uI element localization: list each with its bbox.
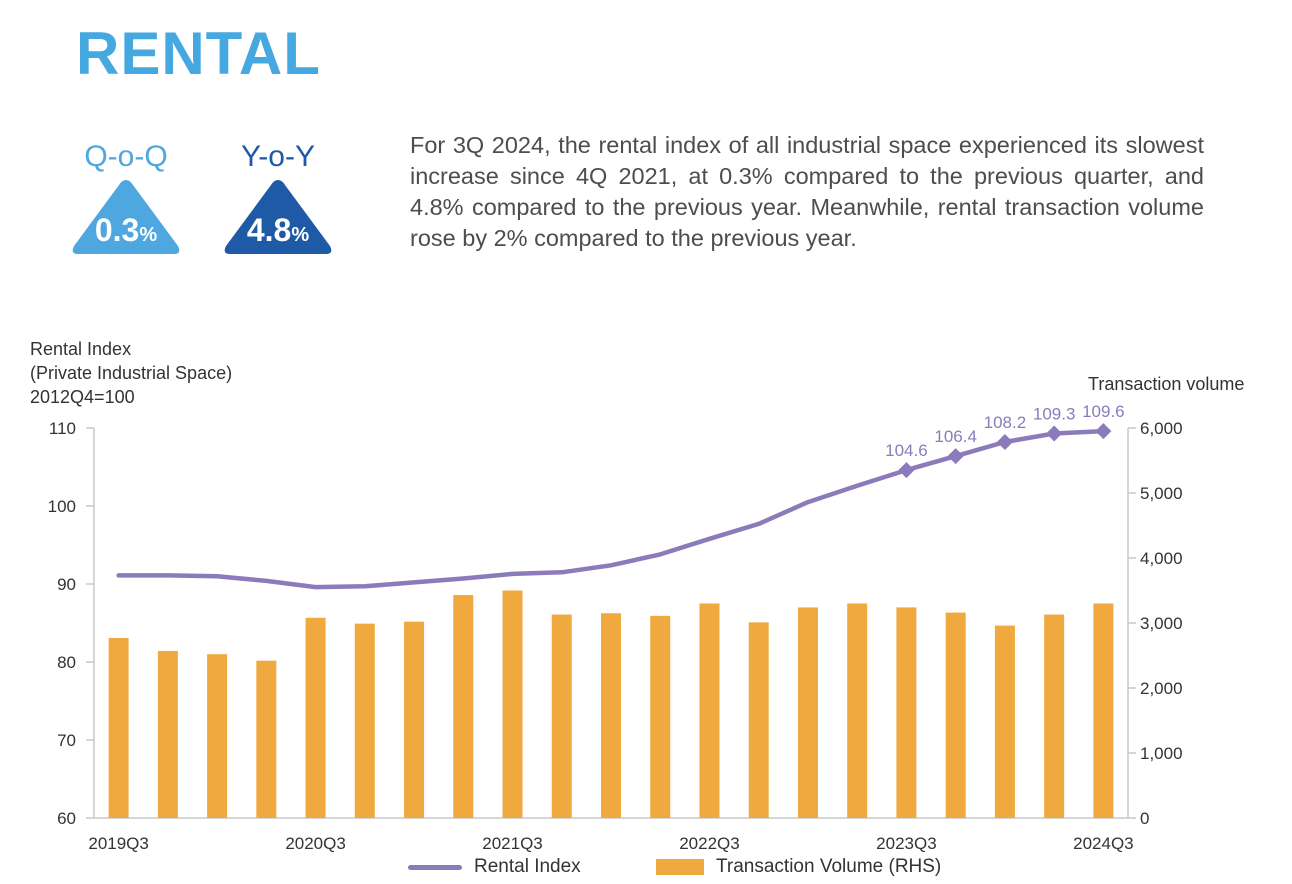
kpi-qoq-triangle: 0.3% [70, 176, 182, 256]
kpi-yoy: Y-o-Y 4.8% [218, 142, 338, 256]
x-tick-label: 2020Q3 [285, 834, 346, 853]
right-tick-label: 4,000 [1140, 549, 1183, 568]
kpi-qoq-unit: % [139, 224, 158, 246]
up-triangle-icon [224, 180, 332, 254]
right-axis-title: Transaction volume [1088, 374, 1245, 394]
bar-transaction-volume [847, 603, 868, 818]
right-tick-label: 5,000 [1140, 484, 1183, 503]
left-axis-title-line-2: (Private Industrial Space) [30, 363, 233, 383]
rental-chart: 60 70 80 90 100 110 0 1,000 2,000 3,000 4,000 5,000… [48, 402, 1183, 853]
bar-transaction-volume [650, 615, 671, 818]
right-tick-label: 2,000 [1140, 679, 1183, 698]
left-tick-label: 60 [57, 809, 76, 828]
kpi-yoy-value: 4.8 [246, 212, 292, 248]
left-tick-label: 70 [57, 731, 76, 750]
rental-index-marker [898, 462, 915, 479]
left-tick-label: 80 [57, 653, 76, 672]
page-title: RENTAL [76, 20, 321, 87]
right-tick-label: 0 [1140, 809, 1149, 828]
bar-transaction-volume [502, 590, 523, 818]
x-tick-label: 2021Q3 [482, 834, 543, 853]
bar-transaction-volume [354, 623, 375, 818]
bar-transaction-volume [945, 612, 966, 818]
legend-line-swatch [408, 864, 462, 870]
right-tick-label: 3,000 [1140, 614, 1183, 633]
rental-index-data-label: 104.6 [885, 441, 928, 460]
bar-transaction-volume [404, 621, 425, 818]
right-tick-label: 6,000 [1140, 419, 1183, 438]
rental-index-data-label: 106.4 [934, 427, 977, 446]
left-axis-title-line-3: 2012Q4=100 [30, 387, 135, 407]
bar-transaction-volume [256, 660, 277, 818]
bar-transaction-volume [1044, 614, 1065, 818]
left-tick-label: 110 [49, 419, 76, 438]
bar-transaction-volume [207, 654, 228, 818]
rental-index-data-label: 109.6 [1082, 402, 1125, 421]
left-axis-title: Rental Index (Private Industrial Space) … [30, 337, 232, 409]
rental-index-marker [996, 434, 1013, 451]
legend-transaction-volume-label: Transaction Volume (RHS) [716, 856, 942, 877]
bar-transaction-volume [108, 637, 129, 818]
up-triangle-icon [72, 180, 180, 254]
legend-rental-index-label: Rental Index [474, 856, 581, 877]
legend-transaction-volume: Transaction Volume (RHS) [656, 856, 941, 878]
kpi-qoq-label: Q-o-Q [84, 140, 168, 173]
kpi-qoq-value: 0.3 [94, 212, 140, 248]
x-tick-label: 2024Q3 [1073, 834, 1134, 853]
bar-transaction-volume [994, 625, 1015, 818]
rental-index-data-label: 109.3 [1033, 404, 1076, 423]
rental-index-marker [1046, 425, 1063, 442]
kpi-yoy-triangle: 4.8% [222, 176, 334, 256]
x-tick-label: 2022Q3 [679, 834, 740, 853]
kpi-yoy-unit: % [291, 224, 310, 246]
bar-transaction-volume [453, 595, 474, 818]
bar-transaction-volume [1093, 603, 1114, 818]
left-tick-label: 90 [57, 575, 76, 594]
x-tick-label: 2019Q3 [88, 834, 149, 853]
description-text: For 3Q 2024, the rental index of all ind… [410, 132, 1204, 251]
bar-transaction-volume [305, 617, 326, 818]
bar-transaction-volume [551, 614, 572, 818]
rental-index-marker [1095, 423, 1112, 440]
left-tick-label: 100 [48, 497, 76, 516]
rental-index-data-label: 108.2 [984, 413, 1027, 432]
bar-transaction-volume [797, 607, 818, 818]
legend-bar-swatch [656, 859, 704, 875]
bar-transaction-volume [748, 622, 769, 818]
bar-transaction-volume [601, 613, 621, 818]
rental-index-marker [947, 448, 964, 465]
bar-transaction-volume [699, 603, 720, 818]
left-axis-title-line-1: Rental Index [30, 339, 132, 359]
bar-transaction-volume [157, 650, 178, 818]
legend-rental-index: Rental Index [408, 856, 581, 878]
kpi-yoy-label: Y-o-Y [241, 140, 315, 173]
kpi-qoq: Q-o-Q 0.3% [66, 142, 186, 256]
bar-transaction-volume [896, 607, 917, 818]
right-tick-label: 1,000 [1140, 744, 1183, 763]
rental-index-line [116, 428, 1106, 590]
x-tick-label: 2023Q3 [876, 834, 937, 853]
